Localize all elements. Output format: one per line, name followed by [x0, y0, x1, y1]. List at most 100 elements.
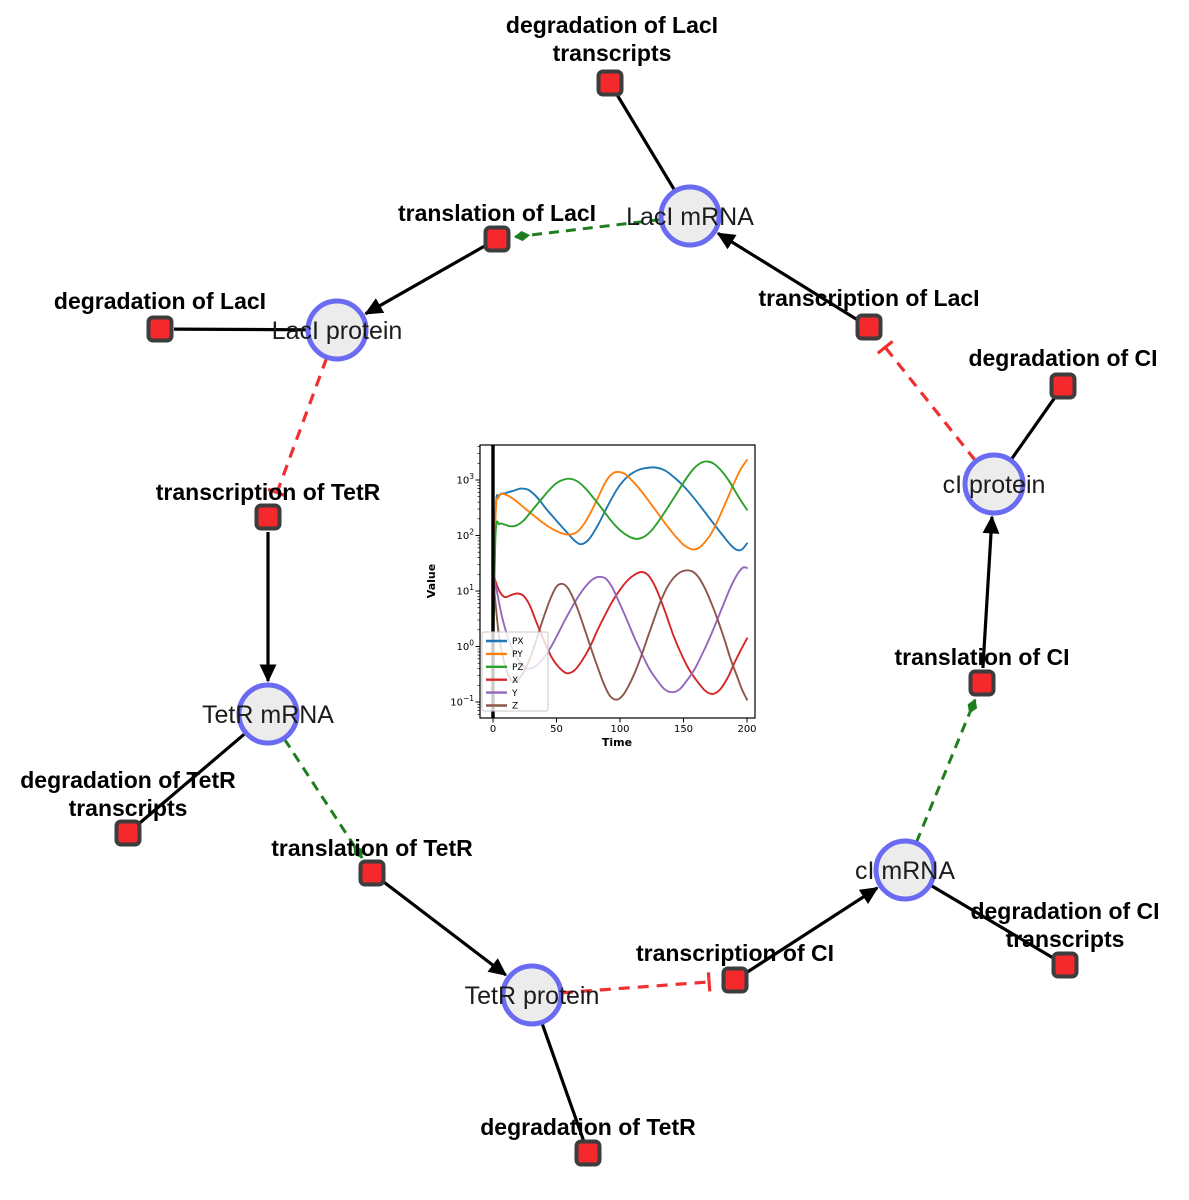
reaction-label: translation of LacI	[398, 200, 596, 226]
species-label: TetR protein	[465, 982, 600, 1010]
reaction-node-degradation_of_TetR_transcripts[interactable]	[114, 819, 142, 847]
reaction-label: degradation of LacI	[54, 288, 266, 314]
species-label: LacI protein	[272, 317, 403, 345]
reaction-node-transcription_of_CI[interactable]	[721, 966, 749, 994]
y-tick-label: 10−1	[450, 694, 474, 709]
nodes-layer	[114, 69, 1079, 1167]
species-node-LacI_mRNA[interactable]	[658, 184, 722, 248]
reaction-square-icon	[968, 669, 996, 697]
edge-consumption-LacI_mRNA-degradation_of_LacI_transcripts	[615, 94, 677, 192]
reaction-label: transcripts	[1006, 926, 1125, 952]
species-label: LacI mRNA	[626, 203, 754, 231]
reaction-node-degradation_of_CI_transcripts[interactable]	[1051, 951, 1079, 979]
edge-modifier-TetR_mRNA-translation_of_TetR	[283, 738, 364, 859]
x-tick-label: 50	[550, 724, 563, 735]
axes-frame	[479, 444, 756, 719]
reaction-node-degradation_of_LacI_transcripts[interactable]	[596, 69, 624, 97]
legend-entry-label: PZ	[512, 663, 524, 673]
reaction-node-degradation_of_CI[interactable]	[1049, 372, 1077, 400]
x-tick-label: 0	[490, 724, 496, 735]
reaction-label: degradation of TetR	[480, 1114, 696, 1140]
legend-box	[481, 631, 549, 712]
edge-modifier-LacI_mRNA-translation_of_LacI	[514, 218, 661, 242]
reaction-label: transcripts	[553, 40, 672, 66]
inhibition-tbar-icon	[706, 972, 712, 992]
legend-entry-label: PX	[512, 637, 524, 647]
inhibition-tbar-icon	[267, 487, 287, 498]
species-circle-icon	[305, 298, 369, 362]
reaction-square-icon	[1051, 951, 1079, 979]
edges-layer	[137, 94, 1057, 1141]
species-circle-icon	[236, 682, 300, 746]
reaction-node-transcription_of_LacI[interactable]	[855, 313, 883, 341]
species-node-LacI_protein[interactable]	[305, 298, 369, 362]
timecourse-inset-plot: 0 50 100 150 200 103 102 101 100 10−1 PX PY PZ XYZ Tim…	[425, 444, 757, 749]
species-node-cI_protein[interactable]	[962, 452, 1026, 516]
inhibition-tbar-icon	[876, 340, 894, 355]
reaction-label: translation of CI	[894, 644, 1069, 670]
reaction-square-icon	[114, 819, 142, 847]
edge-production-transcription_of_LacI-LacI_mRNA	[716, 232, 858, 321]
species-circle-icon	[658, 184, 722, 248]
reaction-square-icon	[358, 859, 386, 887]
edge-inhibition-TetR_protein-transcription_of_CI	[561, 972, 712, 995]
reaction-square-icon	[855, 313, 883, 341]
reaction-node-translation_of_CI[interactable]	[968, 669, 996, 697]
reaction-label: degradation of CI	[968, 345, 1157, 371]
species-node-TetR_protein[interactable]	[500, 963, 564, 1027]
edge-consumption-cI_mRNA-degradation_of_CI_transcripts	[929, 883, 1054, 960]
axis-ticks: 0 50 100 150 200 103 102 101 100 10−1	[450, 446, 757, 735]
reaction-node-translation_of_TetR[interactable]	[358, 859, 386, 887]
chart-legend: PX PY PZ XYZ	[481, 631, 549, 712]
y-tick-label: 102	[456, 528, 474, 543]
y-tick-label: 101	[456, 583, 474, 598]
edge-inhibition-cI_protein-transcription_of_LacI	[876, 340, 977, 462]
reaction-square-icon	[1049, 372, 1077, 400]
labels-layer: degradation of LacItranscriptstranslatio…	[20, 12, 1159, 1140]
x-tick-label: 200	[737, 724, 756, 735]
species-label: cI protein	[943, 471, 1046, 499]
reaction-label: degradation of TetR	[20, 767, 236, 793]
species-label: TetR mRNA	[202, 701, 334, 729]
reaction-square-icon	[721, 966, 749, 994]
edge-production-translation_of_LacI-LacI_protein	[364, 245, 485, 316]
species-circle-icon	[500, 963, 564, 1027]
reaction-node-degradation_of_LacI[interactable]	[146, 315, 174, 343]
reaction-square-icon	[574, 1139, 602, 1167]
edge-consumption-TetR_mRNA-degradation_of_TetR_transcripts	[137, 731, 247, 826]
species-node-TetR_mRNA[interactable]	[236, 682, 300, 746]
reaction-label: translation of TetR	[271, 835, 473, 861]
species-circle-icon	[962, 452, 1026, 516]
series-curve-PZ	[492, 460, 748, 670]
species-node-cI_mRNA[interactable]	[873, 838, 937, 902]
reaction-label: transcription of CI	[636, 940, 834, 966]
edge-production-translation_of_TetR-TetR_protein	[382, 880, 508, 977]
y-tick-label: 100	[456, 639, 474, 654]
reaction-label: transcription of LacI	[758, 285, 979, 311]
edge-consumption-LacI_protein-degradation_of_LacI	[173, 327, 309, 332]
x-tick-label: 100	[610, 724, 629, 735]
reaction-square-icon	[146, 315, 174, 343]
y-axis-title: Value	[425, 564, 438, 598]
reaction-node-transcription_of_TetR[interactable]	[254, 503, 282, 531]
reaction-square-icon	[254, 503, 282, 531]
legend-entry-label: PY	[512, 650, 523, 660]
reaction-node-degradation_of_TetR[interactable]	[574, 1139, 602, 1167]
species-circle-icon	[873, 838, 937, 902]
edge-production-translation_of_CI-cI_protein	[981, 515, 1000, 669]
reaction-label: transcription of TetR	[156, 479, 381, 505]
x-axis-title: Time	[602, 736, 632, 749]
legend-entry-label: Y	[511, 689, 518, 699]
y-tick-label: 103	[456, 472, 474, 487]
x-tick-label: 150	[674, 724, 693, 735]
edge-production-transcription_of_CI-cI_mRNA	[746, 886, 879, 974]
reaction-label: degradation of CI	[970, 898, 1159, 924]
series-curve-PX	[492, 466, 748, 670]
reaction-label: transcripts	[69, 795, 188, 821]
reaction-node-translation_of_LacI[interactable]	[483, 225, 511, 253]
reaction-label: degradation of LacI	[506, 12, 718, 38]
reaction-square-icon	[483, 225, 511, 253]
reaction-square-icon	[596, 69, 624, 97]
